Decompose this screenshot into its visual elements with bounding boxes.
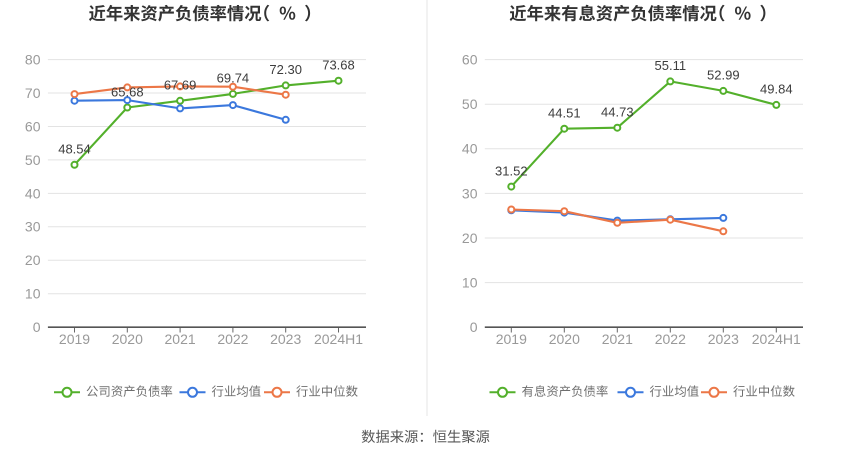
svg-text:73.68: 73.68 [322, 58, 355, 73]
svg-text:2021: 2021 [602, 331, 633, 347]
svg-text:80: 80 [25, 52, 41, 68]
svg-text:30: 30 [25, 219, 41, 235]
svg-text:48.54: 48.54 [58, 142, 91, 157]
svg-text:2023: 2023 [270, 331, 301, 347]
svg-text:31.52: 31.52 [495, 163, 528, 178]
svg-text:67.69: 67.69 [164, 78, 197, 93]
svg-text:10: 10 [25, 286, 41, 302]
svg-text:20: 20 [25, 252, 41, 268]
svg-text:20: 20 [462, 230, 478, 246]
svg-text:60: 60 [462, 52, 478, 68]
svg-text:60: 60 [25, 118, 41, 134]
svg-text:2021: 2021 [165, 331, 196, 347]
svg-text:2024H1: 2024H1 [314, 331, 363, 347]
svg-text:50: 50 [462, 96, 478, 112]
svg-text:44.73: 44.73 [601, 105, 634, 120]
svg-text:55.11: 55.11 [655, 58, 687, 73]
svg-text:65.68: 65.68 [111, 84, 144, 99]
svg-text:2022: 2022 [655, 331, 686, 347]
svg-text:2024H1: 2024H1 [752, 331, 801, 347]
svg-text:2022: 2022 [217, 331, 248, 347]
svg-text:69.74: 69.74 [217, 71, 250, 86]
svg-text:0: 0 [470, 319, 478, 335]
svg-text:52.99: 52.99 [707, 68, 740, 83]
svg-text:2020: 2020 [112, 331, 143, 347]
svg-text:40: 40 [25, 185, 41, 201]
svg-text:72.30: 72.30 [269, 62, 302, 77]
svg-text:50: 50 [25, 152, 41, 168]
svg-text:2019: 2019 [59, 331, 90, 347]
svg-text:2019: 2019 [496, 331, 527, 347]
svg-text:70: 70 [25, 85, 41, 101]
svg-text:40: 40 [462, 141, 478, 157]
svg-text:49.84: 49.84 [760, 82, 793, 97]
svg-text:2020: 2020 [549, 331, 580, 347]
svg-text:2023: 2023 [708, 331, 739, 347]
svg-text:44.51: 44.51 [548, 106, 581, 121]
svg-text:0: 0 [33, 319, 41, 335]
svg-text:30: 30 [462, 185, 478, 201]
svg-text:10: 10 [462, 275, 478, 291]
